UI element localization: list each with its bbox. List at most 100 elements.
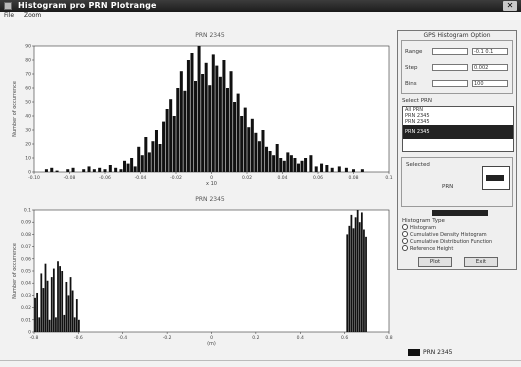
select-prn-label: Select PRN (402, 98, 432, 104)
x-tick-label: -0.8 (30, 335, 39, 341)
histogram-bar (204, 62, 208, 172)
radio-cumulative-density[interactable]: Cumulative Density Histogram (402, 231, 512, 238)
histogram-bar (360, 212, 363, 332)
y-tick-label: 0.08 (21, 232, 31, 238)
y-tick-label: 0.01 (21, 317, 31, 323)
histogram-bar (48, 319, 51, 332)
bins-value[interactable]: 100 (472, 80, 508, 87)
radio-dot-icon (402, 224, 408, 230)
histogram-bar (67, 295, 70, 332)
y-tick-label: 0.06 (21, 256, 31, 262)
histogram-bar (265, 146, 269, 172)
histogram-bar (344, 167, 348, 172)
close-button[interactable]: ✕ (503, 1, 517, 11)
histogram-bar (348, 225, 351, 332)
histogram-bar (123, 160, 127, 172)
x-tick-label: 0.4 (297, 335, 304, 341)
color-preview-box[interactable] (482, 166, 510, 190)
histogram-bar (243, 107, 247, 172)
x-tick-label: 0.02 (242, 175, 252, 181)
histogram-bar (126, 163, 130, 172)
histogram-bar (286, 152, 290, 172)
menu-zoom[interactable]: Zoom (23, 12, 42, 19)
y-tick-label: 0 (28, 170, 31, 176)
prn-list-item[interactable]: PRN 2345 (405, 119, 430, 125)
y-tick-label: 80 (25, 58, 31, 64)
plot-button[interactable]: Plot (418, 257, 452, 267)
histogram-bar (176, 88, 180, 172)
histogram-bar (346, 234, 349, 332)
x-tick-label: -0.04 (135, 175, 147, 181)
histogram-bar (222, 60, 226, 172)
histogram-bar (140, 155, 144, 172)
x-tick-label: 0.08 (348, 175, 358, 181)
histogram-bar (365, 236, 367, 332)
histogram-bar (350, 214, 353, 332)
exit-button[interactable]: Exit (464, 257, 498, 267)
histogram-bar (44, 263, 47, 332)
range-label: Range (405, 49, 423, 55)
radio-reference-height[interactable]: Reference Height (402, 245, 512, 252)
prn-list-item-selected[interactable]: PRN 2345 (403, 125, 513, 139)
step-value[interactable]: 0.002 (472, 64, 508, 71)
histogram-bar (169, 99, 173, 172)
radio-histogram[interactable]: Histogram (402, 224, 512, 231)
x-tick-label: 0.06 (313, 175, 323, 181)
step-input[interactable] (432, 64, 468, 71)
histogram-bar (309, 155, 313, 172)
prn-list-item[interactable]: PRN 2345 (405, 113, 430, 119)
range-value[interactable]: -0.1 0.1 (472, 48, 508, 55)
histogram-bar (38, 317, 41, 332)
histogram-bar (211, 54, 215, 172)
histogram-bar (190, 53, 194, 172)
histogram-bar (34, 297, 36, 332)
histogram-bar (119, 169, 123, 172)
bottom-histogram-plot: 0 0.01 0.02 0.03 0.04 0.05 0.06 0.07 0.08 0.09 0.1… (12, 208, 393, 348)
histogram-bar (254, 132, 258, 172)
prn-listbox[interactable]: All PRN PRN 2345 PRN 2345 PRN 2345 (402, 106, 514, 152)
histogram-bar (272, 155, 276, 172)
legend: PRN 2345 (408, 349, 452, 356)
plot-area (33, 209, 390, 333)
histogram-bar (360, 169, 364, 172)
histogram-bar (218, 76, 222, 172)
histogram-bar (363, 229, 365, 332)
y-tick-label: 0.1 (24, 208, 31, 214)
menu-file[interactable]: File (4, 12, 15, 19)
range-group: Range -0.1 0.1 Step 0.002 Bins 100 (401, 40, 513, 94)
histogram-bar (42, 288, 45, 332)
prn-list-item[interactable]: All PRN (405, 107, 424, 113)
histogram-bar (144, 137, 148, 172)
bottom-plot-title: PRN 2345 (195, 196, 225, 203)
histogram-bar (296, 163, 300, 172)
y-axis-label: Number of occurrence (12, 243, 18, 299)
histogram-bar (293, 158, 297, 172)
histogram-bar (57, 261, 59, 332)
radio-cumulative-distribution[interactable]: Cumulative Distribution Function (402, 238, 512, 245)
histogram-bar (61, 271, 64, 332)
histogram-bar (208, 85, 212, 172)
range-input[interactable] (432, 48, 468, 55)
histogram-bar (197, 46, 201, 172)
histogram-bar (55, 170, 59, 172)
bins-label: Bins (405, 81, 417, 87)
x-tick-label: 0.1 (385, 175, 392, 181)
histogram-bar (268, 151, 272, 172)
histogram-bar (66, 169, 70, 172)
histogram-bar (151, 141, 155, 172)
histogram-bar (114, 167, 118, 172)
y-tick-label: 0.03 (21, 293, 31, 299)
histogram-bar (147, 152, 151, 172)
y-tick-label: 60 (25, 86, 31, 92)
histogram-bar (158, 144, 162, 172)
histogram-bar (330, 167, 334, 172)
histogram-bar (261, 130, 265, 172)
panel-title: GPS Histogram Option (423, 32, 491, 39)
histogram-bar (75, 299, 78, 332)
histogram-bar (59, 266, 61, 332)
histogram-bar (92, 169, 96, 172)
x-tick-label: 0.8 (385, 335, 392, 341)
bins-input[interactable] (432, 80, 468, 87)
histogram-bar (165, 109, 169, 172)
histogram-bar (46, 280, 49, 332)
